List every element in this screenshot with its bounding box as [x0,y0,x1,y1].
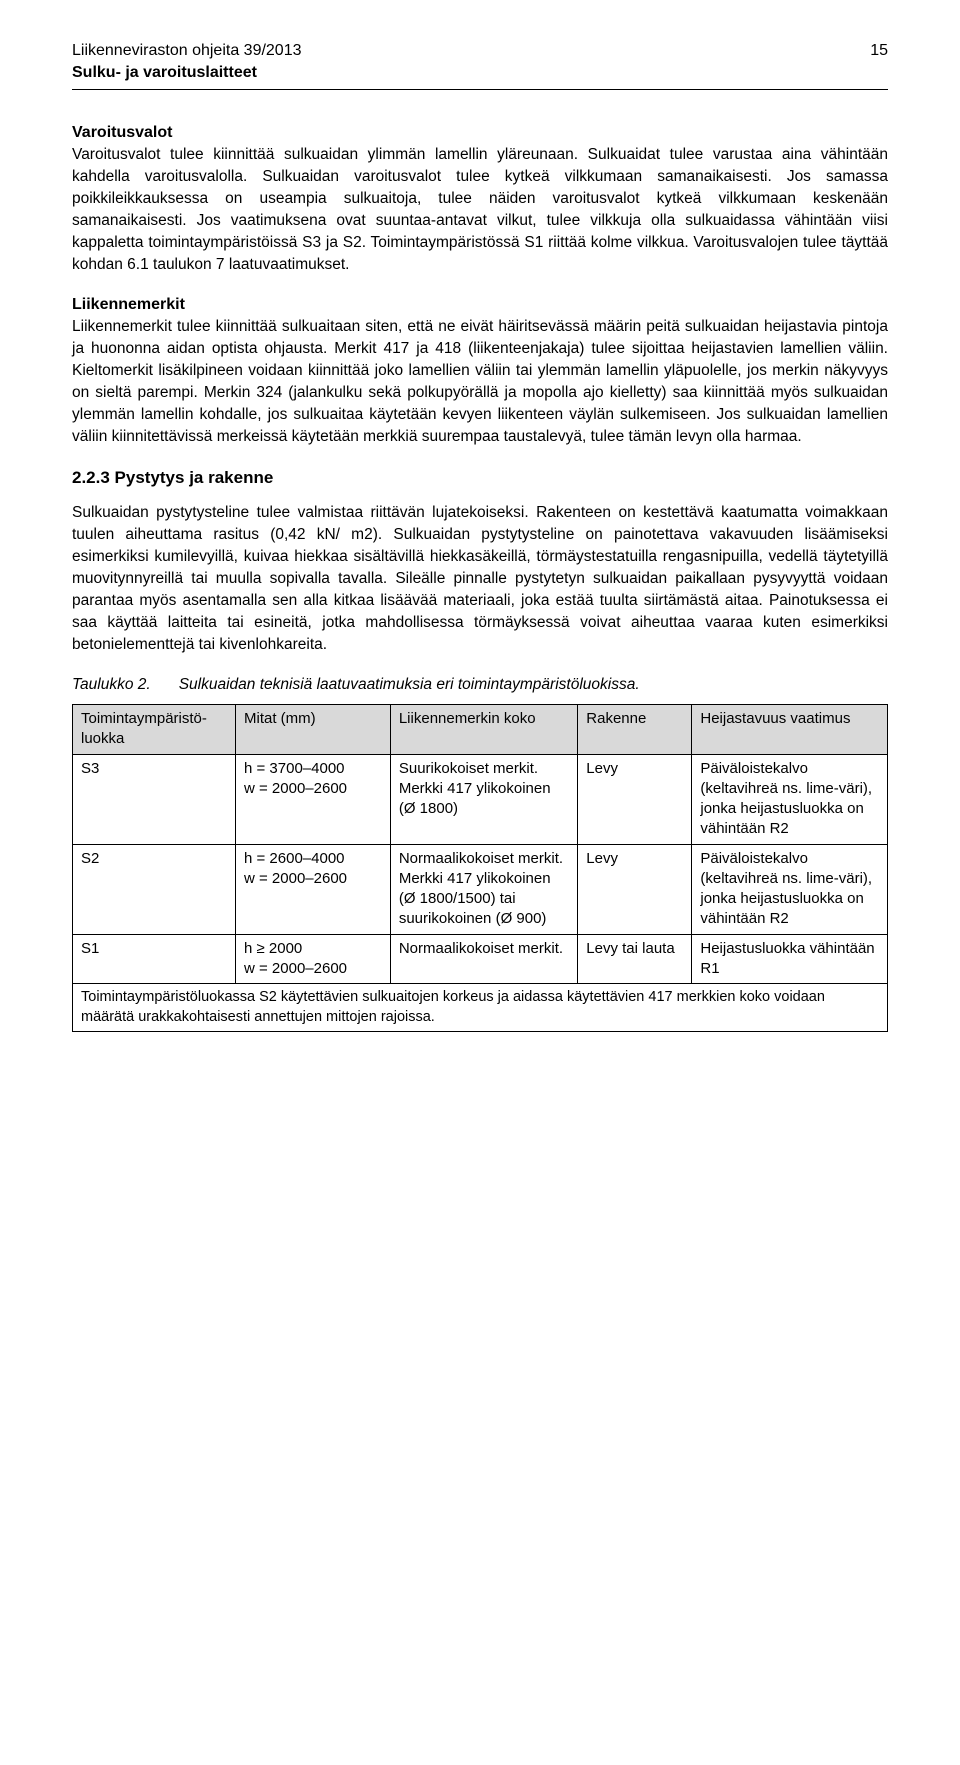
th-mitat: Mitat (mm) [236,705,391,755]
page-header: Liikenneviraston ohjeita 39/2013 Sulku- … [72,40,888,90]
table-row: S1 h ≥ 2000 w = 2000–2600 Normaalikokois… [73,934,888,984]
requirements-table: Toimintaympäristö-luokka Mitat (mm) Liik… [72,704,888,1032]
cell-s2-class: S2 [73,844,236,934]
cell-s1-heijastavuus: Heijastusluokka vähintään R1 [692,934,888,984]
doc-subtitle: Sulku- ja varoituslaitteet [72,62,302,84]
cell-s2-rakenne: Levy [578,844,692,934]
table-caption-text: Sulkuaidan teknisiä laatuvaatimuksia eri… [179,676,640,694]
cell-s1-mitat: h ≥ 2000 w = 2000–2600 [236,934,391,984]
page-number: 15 [870,42,888,60]
section-liikennemerkit-body: Liikennemerkit tulee kiinnittää sulkuait… [72,316,888,448]
table-row: S2 h = 2600–4000 w = 2000–2600 Normaalik… [73,844,888,934]
cell-s3-mitat: h = 3700–4000 w = 2000–2600 [236,754,391,844]
table-footnote: Toimintaympäristöluokassa S2 käytettävie… [73,984,888,1032]
table-caption: Taulukko 2. Sulkuaidan teknisiä laatuvaa… [72,676,888,694]
table-row: S3 h = 3700–4000 w = 2000–2600 Suurikoko… [73,754,888,844]
cell-s2-mitat: h = 2600–4000 w = 2000–2600 [236,844,391,934]
doc-title: Liikenneviraston ohjeita 39/2013 [72,40,302,62]
table-caption-label: Taulukko 2. [72,676,151,694]
cell-s3-class: S3 [73,754,236,844]
section-pystytys-title: 2.2.3 Pystytys ja rakenne [72,468,888,488]
section-varoitusvalot-title: Varoitusvalot [72,124,888,142]
cell-s1-rakenne: Levy tai lauta [578,934,692,984]
cell-s2-heijastavuus: Päiväloistekalvo (keltavihreä ns. lime-v… [692,844,888,934]
section-liikennemerkit-title: Liikennemerkit [72,296,888,314]
header-left: Liikenneviraston ohjeita 39/2013 Sulku- … [72,40,302,83]
section-varoitusvalot-body: Varoitusvalot tulee kiinnittää sulkuaida… [72,144,888,276]
table-header-row: Toimintaympäristö-luokka Mitat (mm) Liik… [73,705,888,755]
th-rakenne: Rakenne [578,705,692,755]
cell-s2-koko: Normaalikokoiset merkit. Merkki 417 ylik… [390,844,577,934]
page: Liikenneviraston ohjeita 39/2013 Sulku- … [0,0,960,1765]
cell-s3-heijastavuus: Päiväloistekalvo (keltavihreä ns. lime-v… [692,754,888,844]
th-toimintaymparisto: Toimintaympäristö-luokka [73,705,236,755]
cell-s3-koko: Suurikokoiset merkit. Merkki 417 ylikoko… [390,754,577,844]
cell-s3-rakenne: Levy [578,754,692,844]
cell-s1-koko: Normaalikokoiset merkit. [390,934,577,984]
table-footnote-row: Toimintaympäristöluokassa S2 käytettävie… [73,984,888,1032]
cell-s1-class: S1 [73,934,236,984]
th-liikennemerkin-koko: Liikennemerkin koko [390,705,577,755]
section-pystytys-body: Sulkuaidan pystytysteline tulee valmista… [72,502,888,656]
th-heijastavuus: Heijastavuus vaatimus [692,705,888,755]
